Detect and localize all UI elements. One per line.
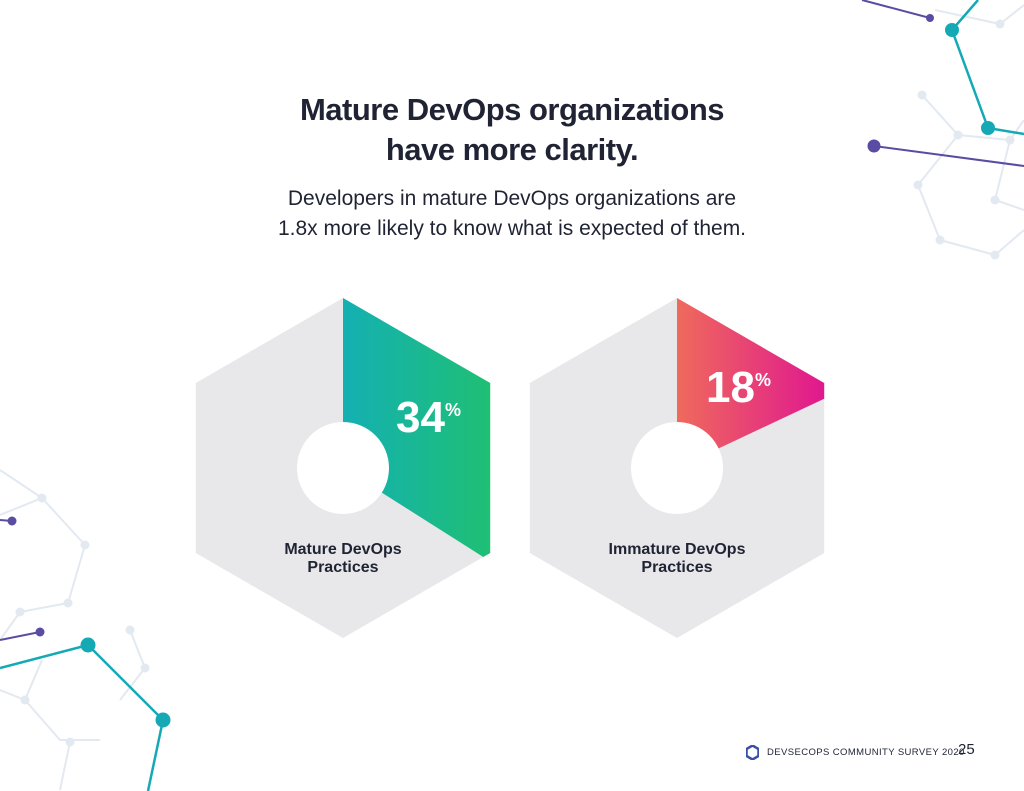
headline-line-1: Mature DevOps organizations <box>299 92 725 127</box>
page-number: 25 <box>958 741 975 758</box>
footer: DEVSECOPS COMMUNITY SURVEY 2020 <box>746 742 965 762</box>
survey-label: DEVSECOPS COMMUNITY SURVEY 2020 <box>767 746 965 758</box>
subheading-line-1: Developers in mature DevOps organization… <box>287 187 737 210</box>
chart-immature: 18% Immature DevOps Practices <box>529 298 825 638</box>
category-label-immature-line-1: Immature DevOps <box>609 541 746 558</box>
value-slice-mature <box>343 298 491 557</box>
subheading-line-2: 1.8x more likely to know what is expecte… <box>277 217 747 240</box>
value-label-mature: 34% <box>396 393 461 442</box>
value-slice-immature <box>677 298 825 468</box>
value-unit-mature: % <box>445 400 461 420</box>
value-number-mature: 34 <box>396 393 445 442</box>
category-label-mature-line-2: Practices <box>307 559 378 576</box>
hexagon-logo-icon <box>746 744 759 760</box>
category-label-mature-line-1: Mature DevOps <box>284 541 401 558</box>
donut-hole-immature <box>631 422 723 514</box>
headline: Mature DevOps organizations have more cl… <box>212 90 812 170</box>
chart-mature: 34% Mature DevOps Practices <box>195 298 491 638</box>
category-label-immature-line-2: Practices <box>641 559 712 576</box>
value-number-immature: 18 <box>706 363 755 412</box>
headline-line-2: have more clarity. <box>385 132 639 167</box>
subheading: Developers in mature DevOps organization… <box>162 184 862 244</box>
value-label-immature: 18% <box>706 363 771 412</box>
donut-hole-mature <box>297 422 389 514</box>
value-unit-immature: % <box>755 370 771 390</box>
